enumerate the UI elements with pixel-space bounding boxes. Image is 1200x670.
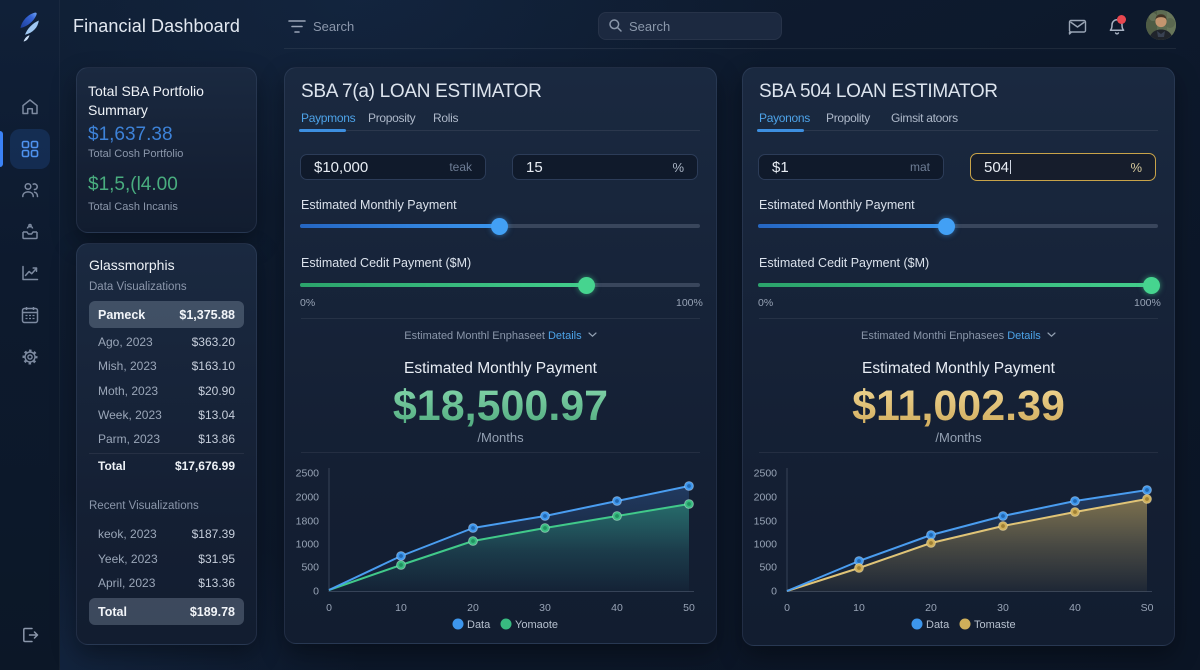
svg-text:40: 40 — [1069, 602, 1081, 614]
svg-text:10: 10 — [853, 602, 865, 614]
svg-text:Yomaote: Yomaote — [515, 619, 558, 631]
svg-text:0: 0 — [326, 602, 332, 614]
svg-text:50: 50 — [683, 602, 695, 614]
svg-text:1000: 1000 — [754, 539, 778, 551]
svg-text:Tomaste: Tomaste — [974, 619, 1016, 631]
svg-text:500: 500 — [759, 562, 777, 574]
svg-text:10: 10 — [395, 602, 407, 614]
svg-text:2500: 2500 — [296, 468, 320, 480]
svg-text:1000: 1000 — [296, 539, 320, 551]
svg-text:2500: 2500 — [754, 468, 778, 480]
svg-text:2000: 2000 — [296, 492, 320, 504]
svg-text:500: 500 — [301, 562, 319, 574]
svg-text:20: 20 — [467, 602, 479, 614]
svg-text:0: 0 — [313, 586, 319, 598]
svg-text:40: 40 — [611, 602, 623, 614]
svg-text:Data: Data — [926, 619, 950, 631]
svg-text:1800: 1800 — [296, 516, 320, 528]
svg-text:20: 20 — [925, 602, 937, 614]
svg-text:Data: Data — [467, 619, 491, 631]
svg-text:30: 30 — [539, 602, 551, 614]
svg-text:30: 30 — [997, 602, 1009, 614]
svg-text:0: 0 — [784, 602, 790, 614]
svg-text:1500: 1500 — [754, 516, 778, 528]
svg-text:S0: S0 — [1141, 602, 1154, 614]
svg-text:0: 0 — [771, 586, 777, 598]
svg-text:2000: 2000 — [754, 492, 778, 504]
